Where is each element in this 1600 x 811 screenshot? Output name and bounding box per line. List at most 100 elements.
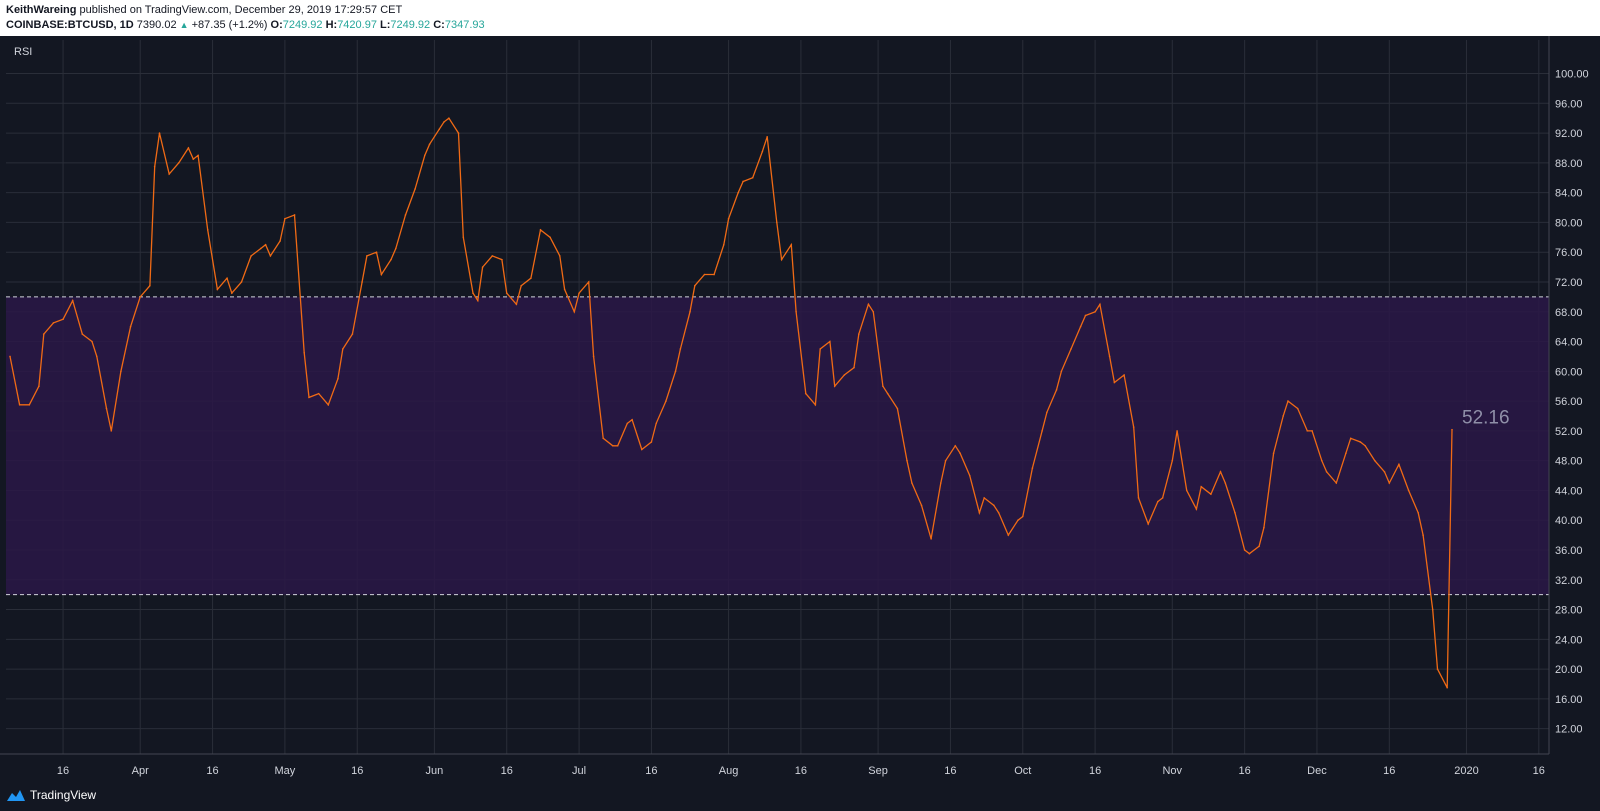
rsi-point bbox=[62, 318, 64, 320]
symbol-name: COINBASE:BTCUSD, 1D bbox=[6, 19, 134, 31]
rsi-point bbox=[1200, 485, 1203, 488]
rsi-point bbox=[1311, 430, 1313, 432]
rsi-point bbox=[689, 310, 691, 313]
rsi-point bbox=[761, 150, 764, 153]
rsi-point bbox=[428, 143, 431, 146]
x-tick-label: Nov bbox=[1162, 765, 1182, 777]
rsi-chart[interactable]: 12.00 16.00 20.00 24.00 28.00 32.00 36.00 40.00… bbox=[0, 36, 1600, 780]
rsi-point bbox=[780, 258, 783, 261]
rsi-point bbox=[259, 247, 262, 250]
y-tick-label: 68.00 bbox=[1555, 307, 1583, 319]
rsi-point bbox=[1157, 500, 1159, 503]
rsi-point bbox=[153, 165, 156, 168]
x-tick-label: 16 bbox=[645, 765, 657, 777]
rsi-point bbox=[337, 377, 339, 380]
low-label: L: bbox=[380, 19, 391, 31]
rsi-point bbox=[939, 482, 942, 484]
rsi-point bbox=[240, 281, 243, 283]
time-scale[interactable]: 16 Apr 16 May 16 Jun 16 Jul 16 Aug 16 Sep 16 Oct 16 Nov… bbox=[57, 765, 1545, 777]
rsi-point bbox=[327, 404, 330, 406]
y-tick-label: 80.00 bbox=[1555, 217, 1583, 229]
rsi-point bbox=[520, 284, 523, 287]
rsi-point bbox=[317, 392, 320, 395]
rsi-point bbox=[1017, 519, 1019, 522]
rsi-point bbox=[1108, 355, 1111, 358]
rsi-point bbox=[978, 511, 981, 514]
rsi-point bbox=[477, 299, 479, 302]
rsi-point bbox=[1099, 303, 1101, 306]
rsi-point bbox=[703, 273, 706, 276]
up-arrow-icon: ▲ bbox=[179, 20, 189, 30]
rsi-point bbox=[819, 348, 822, 350]
rsi-point bbox=[149, 284, 151, 287]
x-tick-label: 16 bbox=[1533, 765, 1545, 777]
rsi-point bbox=[1176, 430, 1178, 432]
rsi-point bbox=[1306, 430, 1309, 432]
symbol-info: COINBASE:BTCUSD, 1D 7390.02 ▲ +87.35 (+1… bbox=[6, 19, 485, 32]
rsi-point bbox=[1171, 459, 1174, 462]
rsi-point bbox=[983, 497, 985, 499]
y-tick-label: 72.00 bbox=[1555, 277, 1583, 289]
y-tick-label: 32.00 bbox=[1555, 575, 1583, 587]
y-tick-label: 40.00 bbox=[1555, 515, 1583, 527]
rsi-point bbox=[1161, 497, 1164, 499]
price-scale[interactable]: 12.00 16.00 20.00 24.00 28.00 32.00 36.00 40.00… bbox=[1555, 69, 1589, 736]
rsi-point bbox=[833, 385, 836, 388]
author-name[interactable]: KeithWareing bbox=[6, 4, 77, 16]
x-tick-label: 16 bbox=[1238, 765, 1250, 777]
rsi-point bbox=[804, 392, 807, 395]
rsi-point bbox=[1219, 471, 1222, 473]
rsi-point bbox=[727, 217, 730, 220]
x-tick-label: 16 bbox=[501, 765, 513, 777]
rsi-point bbox=[269, 255, 272, 257]
rsi-point bbox=[920, 504, 923, 507]
rsi-point bbox=[361, 281, 363, 283]
y-tick-label: 76.00 bbox=[1555, 247, 1583, 259]
rsi-point bbox=[395, 247, 397, 250]
y-tick-label: 64.00 bbox=[1555, 337, 1583, 349]
rsi-point bbox=[1258, 545, 1260, 548]
rsi-point bbox=[1147, 523, 1149, 525]
rsi-point bbox=[1398, 463, 1400, 466]
rsi-point bbox=[375, 251, 378, 253]
rsi-point bbox=[1287, 400, 1289, 402]
rsi-point bbox=[1364, 444, 1366, 447]
rsi-point bbox=[1243, 549, 1246, 551]
rsi-point bbox=[515, 303, 518, 306]
rsi-point bbox=[814, 404, 817, 406]
x-tick-label: Dec bbox=[1307, 765, 1327, 777]
rsi-point bbox=[1417, 511, 1420, 514]
rsi-point bbox=[341, 348, 344, 350]
rsi-point bbox=[448, 117, 450, 119]
rsi-point bbox=[216, 288, 219, 291]
rsi-point bbox=[1451, 428, 1453, 431]
y-tick-label: 96.00 bbox=[1555, 98, 1583, 110]
rsi-point bbox=[96, 355, 98, 358]
x-tick-label: 16 bbox=[206, 765, 218, 777]
rsi-point bbox=[674, 370, 677, 373]
x-tick-label: May bbox=[275, 765, 296, 777]
y-tick-label: 36.00 bbox=[1555, 545, 1583, 557]
rsi-point bbox=[751, 176, 754, 179]
rsi-point bbox=[911, 482, 913, 484]
brand[interactable]: TradingView bbox=[6, 788, 96, 802]
rsi-chart-svg[interactable]: 12.00 16.00 20.00 24.00 28.00 32.00 36.00 40.00… bbox=[0, 36, 1600, 780]
rsi-data-points bbox=[9, 117, 1453, 689]
rsi-point bbox=[1320, 459, 1323, 462]
rsi-point bbox=[303, 351, 305, 354]
rsi-point bbox=[1113, 381, 1116, 384]
rsi-point bbox=[1345, 452, 1347, 455]
rsi-point bbox=[457, 132, 460, 134]
rsi-point bbox=[573, 310, 576, 313]
rsi-point bbox=[858, 333, 860, 335]
rsi-point bbox=[694, 284, 696, 287]
rsi-point bbox=[192, 158, 195, 160]
rsi-point bbox=[795, 310, 797, 313]
rsi-point bbox=[18, 404, 21, 406]
rsi-point bbox=[139, 296, 142, 298]
rsi-point bbox=[1282, 415, 1285, 417]
rsi-point bbox=[1325, 471, 1328, 473]
rsi-point bbox=[71, 299, 74, 302]
rsi-point bbox=[1123, 374, 1125, 376]
indicator-label[interactable]: RSI bbox=[14, 46, 32, 58]
